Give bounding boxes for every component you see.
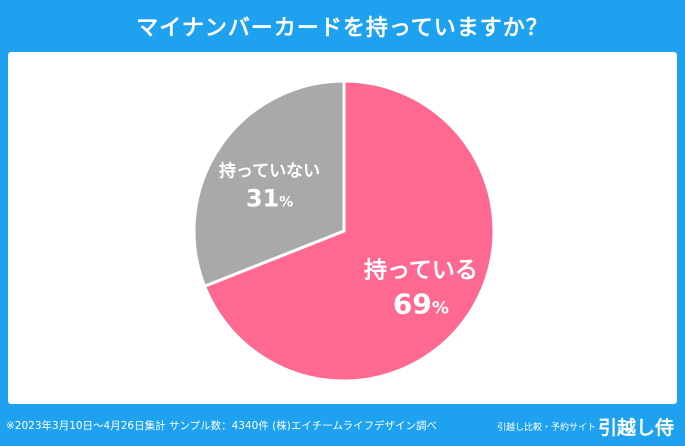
slice-value-0: 69% — [393, 287, 449, 320]
slice-label-0: 持っている — [364, 257, 478, 283]
pie-slice-0 — [202, 79, 496, 383]
brand-caption: 引越し比較・予約サイト — [497, 423, 597, 433]
brand-logo: 引越し侍 — [598, 417, 675, 439]
pie-chart: 持っている 69% 持っていない 31% — [192, 79, 496, 383]
slice-value-1: 31% — [246, 184, 293, 212]
slice-label-1: 持っていない — [219, 160, 320, 181]
source-note: ※2023年3月10日〜4月26日集計 サンプル数：4340件 (株)エイチーム… — [6, 420, 438, 432]
footer: ※2023年3月10日〜4月26日集計 サンプル数：4340件 (株)エイチーム… — [0, 404, 685, 446]
pie-slice-1 — [192, 79, 346, 289]
chart-title: マイナンバーカードを持っていますか？ — [136, 16, 549, 41]
chart-panel: 持っている 69% 持っていない 31% — [8, 52, 677, 404]
